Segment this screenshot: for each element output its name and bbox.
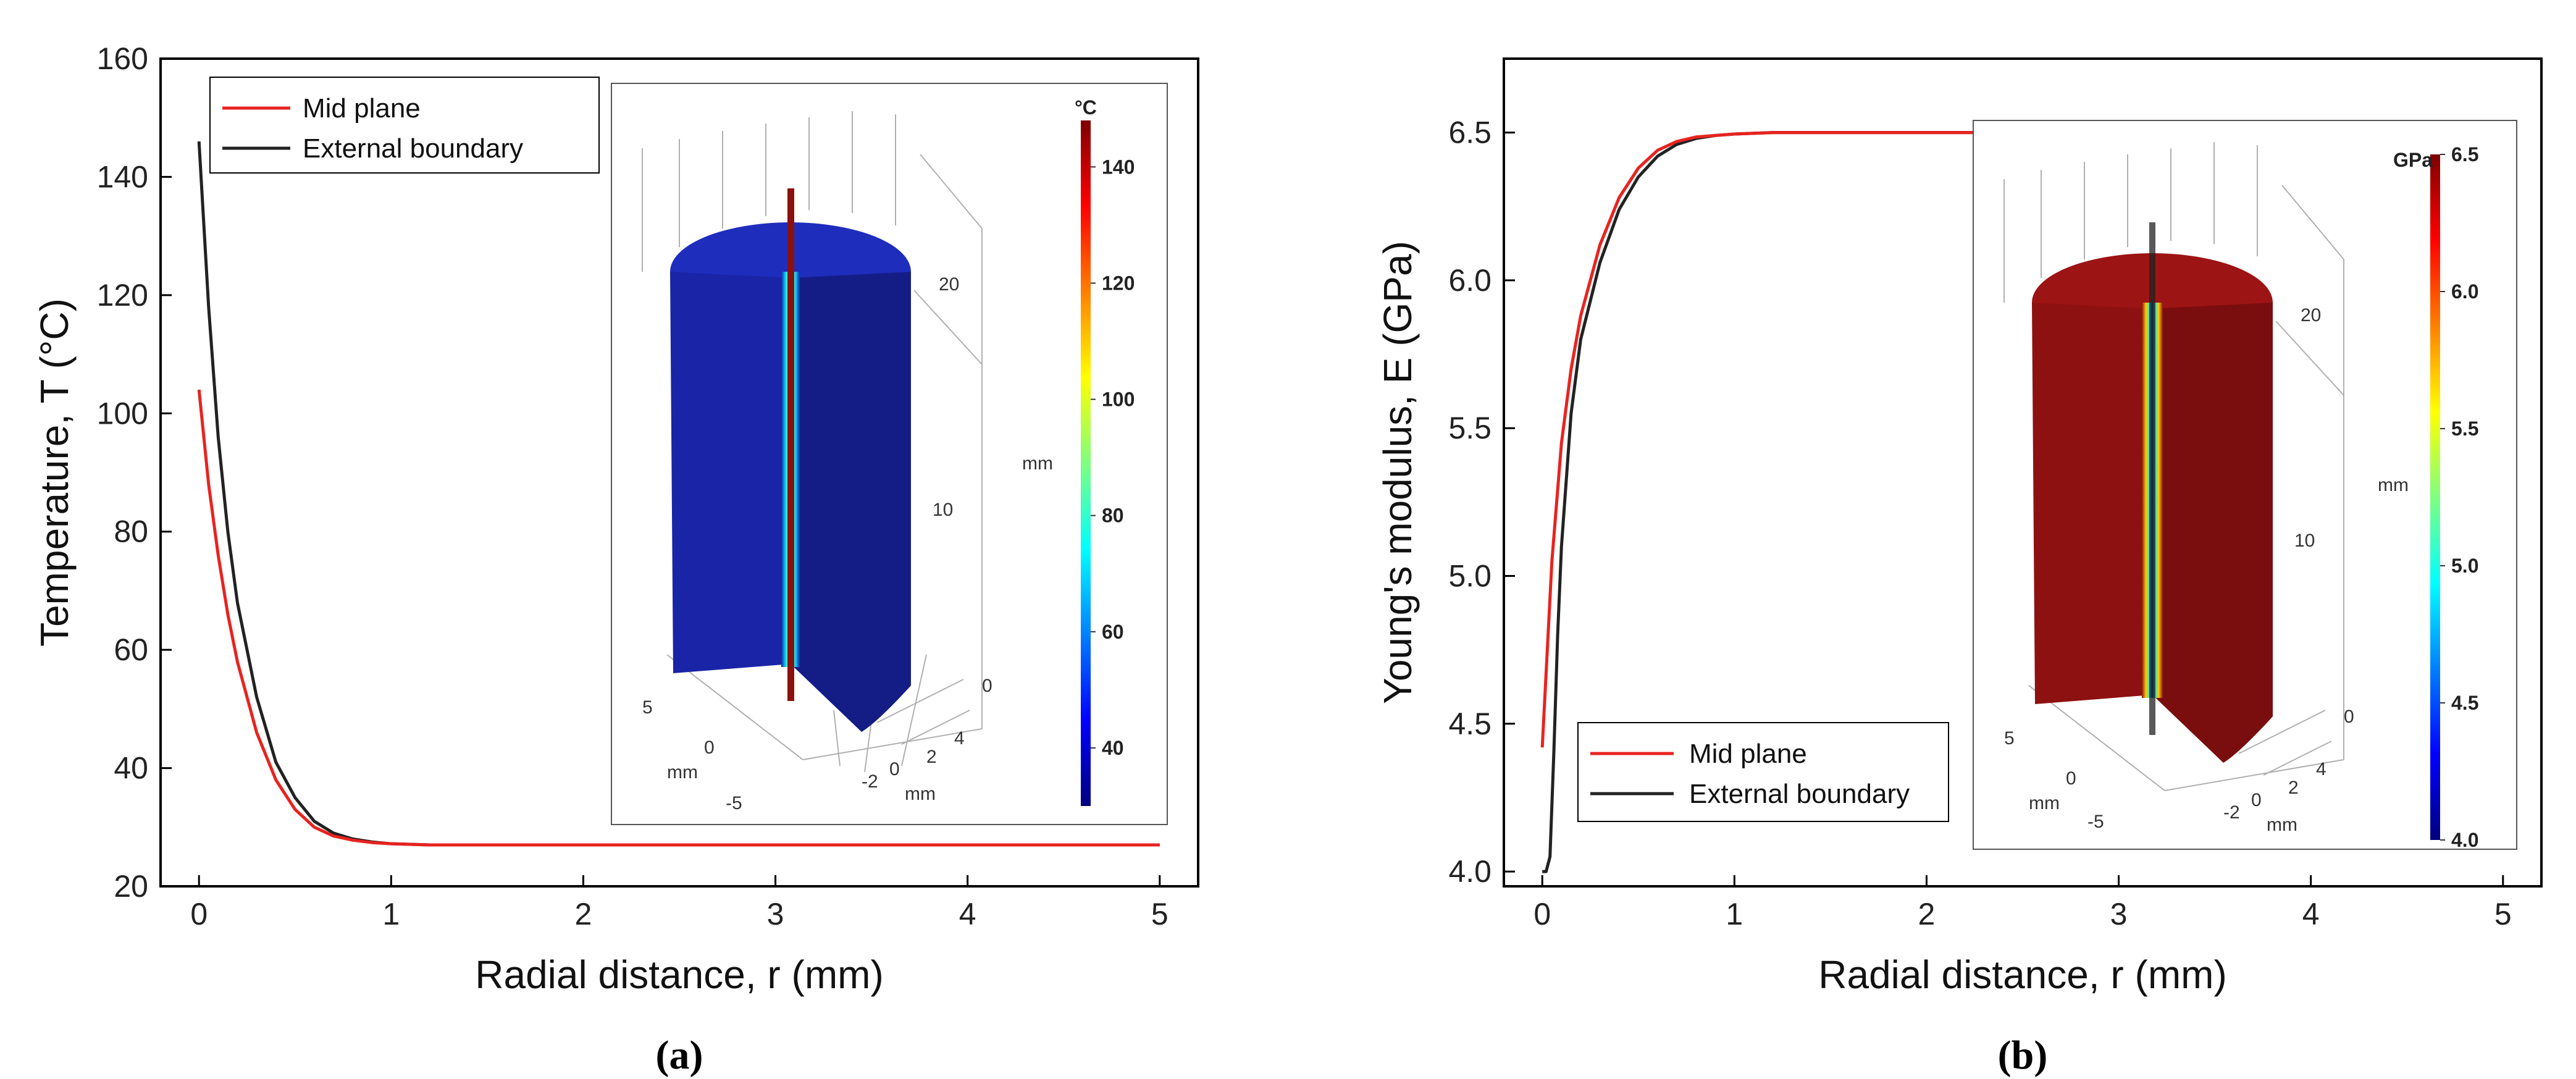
x-tick-label: 3 [2110, 897, 2128, 931]
colorbar-tick-label: 40 [1102, 737, 1124, 759]
inset-x-tick-0: 0 [2251, 790, 2262, 810]
inset-x-tick-neg2: -2 [862, 771, 878, 792]
panel-b: 0 1 2 3 4 5 4.0 4.5 5.0 5.5 6.0 6.5 Radial distanc… [1375, 57, 2543, 1078]
inset-z-tick-10: 10 [933, 500, 953, 520]
y-tick-label: 120 [97, 278, 148, 313]
x-tick-label: 4 [2302, 897, 2320, 931]
x-tick-label: 5 [1151, 897, 1168, 931]
y-tick-label: 160 [97, 41, 148, 76]
colorbar [2430, 154, 2440, 840]
inset-z-tick-20: 20 [2301, 305, 2321, 325]
y-tick-label: 100 [97, 396, 148, 430]
inset-x-tick-neg2: -2 [2223, 802, 2240, 823]
y-tick-label: 40 [114, 751, 148, 786]
y-tick-label: 6.0 [1448, 263, 1491, 298]
colorbar-tick-label: 5.0 [2451, 555, 2478, 577]
inset-z-tick-10: 10 [2294, 531, 2315, 551]
inset-z-unit: mm [2378, 475, 2409, 495]
inset-y-unit: mm [667, 762, 698, 783]
plot-area-frame [1503, 57, 2543, 888]
series-line-mid-plane [1540, 131, 2503, 748]
inset-x-tick-2: 2 [2288, 778, 2299, 798]
legend: Mid plane External boundary [1577, 722, 1949, 822]
colorbar-tick-label: 120 [1102, 272, 1135, 294]
y-tick-label: 4.5 [1448, 707, 1491, 741]
inset-y-unit: mm [2029, 793, 2060, 813]
inset-x-unit: mm [2267, 815, 2297, 835]
legend-box [1577, 722, 1949, 822]
inset-modulus-field: 20 10 mm 0 5 0 mm -5 -2 0 mm 2 4 GPa 4.0… [1973, 120, 2517, 851]
inset-temperature-field: 20 10 mm 0 5 0 mm -5 -2 0 mm 2 4 °C 40 60… [611, 83, 1168, 825]
colorbar-tick-label: 4.0 [2451, 829, 2478, 851]
inset-y-tick-neg5: -5 [2087, 812, 2104, 832]
y-axis-title: Young's modulus, E (GPa) [1375, 241, 1420, 704]
y-axis-title: Temperature, T (°C) [32, 298, 77, 647]
panel-caption-b: (b) [1998, 1033, 2048, 1078]
inset-3d-gridlines [642, 111, 983, 773]
colorbar [1081, 120, 1091, 806]
y-tick-label: 5.5 [1448, 411, 1491, 445]
inset-x-tick-4: 4 [954, 728, 965, 749]
inset-z-tick-0: 0 [982, 676, 992, 696]
colorbar-unit: GPa [2393, 149, 2433, 171]
colorbar-tick-label: 6.0 [2451, 280, 2478, 303]
y-tick-label: 140 [97, 159, 148, 194]
inset-z-tick-0: 0 [2344, 707, 2354, 727]
x-tick-label: 0 [1533, 897, 1551, 931]
inset-x-unit: mm [905, 784, 936, 804]
colorbar-tick-label: 4.5 [2451, 692, 2478, 714]
y-tick-label: 80 [114, 514, 148, 549]
y-tick-label: 60 [114, 632, 148, 667]
x-tick-label: 1 [1726, 897, 1743, 931]
x-tick-label: 0 [190, 897, 208, 931]
colorbar-tick-label: 60 [1102, 621, 1124, 643]
series-line-mid-plane [197, 389, 1160, 847]
inset-z-unit: mm [1022, 453, 1053, 474]
legend-box [209, 77, 600, 174]
colorbar-tick-label: 5.5 [2451, 418, 2478, 440]
legend: Mid plane External boundary [209, 77, 600, 174]
legend-label-mid-plane: Mid plane [303, 93, 421, 124]
inset-y-tick-0: 0 [704, 737, 715, 758]
x-tick-label: 2 [1918, 897, 1936, 931]
legend-label-mid-plane: Mid plane [1689, 739, 1807, 769]
cylinder-side-face [2152, 303, 2273, 763]
inset-y-tick-neg5: -5 [726, 793, 742, 813]
colorbar-tick-label: 100 [1102, 388, 1135, 411]
colorbar-tick-label: 140 [1102, 156, 1135, 178]
y-tick-label: 4.0 [1448, 854, 1491, 889]
colorbar-tick-label: 6.5 [2451, 143, 2478, 166]
y-tick-label: 6.5 [1448, 115, 1491, 150]
inset-y-tick-5: 5 [2004, 728, 2015, 749]
x-axis-title: Radial distance, r (mm) [1818, 952, 2227, 997]
y-tick-label: 20 [114, 869, 148, 904]
x-tick-label: 5 [2494, 897, 2512, 931]
y-tick-label: 5.0 [1448, 559, 1491, 594]
cylinder-front-cut-face [2032, 303, 2152, 704]
x-tick-label: 2 [575, 897, 592, 931]
inset-y-tick-0: 0 [2066, 768, 2076, 789]
x-axis-title: Radial distance, r (mm) [475, 952, 884, 997]
inset-x-tick-0: 0 [889, 759, 900, 779]
inset-x-tick-2: 2 [926, 747, 937, 767]
x-tick-label: 4 [959, 897, 976, 931]
inset-x-tick-4: 4 [2316, 759, 2326, 779]
inset-z-tick-20: 20 [939, 274, 959, 295]
legend-label-external-boundary: External boundary [303, 133, 523, 164]
cylinder-side-face [791, 272, 911, 732]
plot-area-frame [159, 57, 1199, 888]
cylinder-front-cut-face [670, 272, 791, 673]
panel-caption-a: (a) [656, 1033, 703, 1078]
x-tick-label: 1 [382, 897, 400, 931]
inset-3d-gridlines [2003, 142, 2344, 791]
colorbar-unit: °C [1075, 96, 1097, 119]
heater-rod [787, 188, 794, 701]
heater-rod [2149, 222, 2155, 735]
x-tick-label: 3 [767, 897, 784, 931]
colorbar-tick-label: 80 [1102, 505, 1124, 527]
inset-y-tick-5: 5 [642, 697, 653, 718]
legend-label-external-boundary: External boundary [1689, 779, 1910, 809]
